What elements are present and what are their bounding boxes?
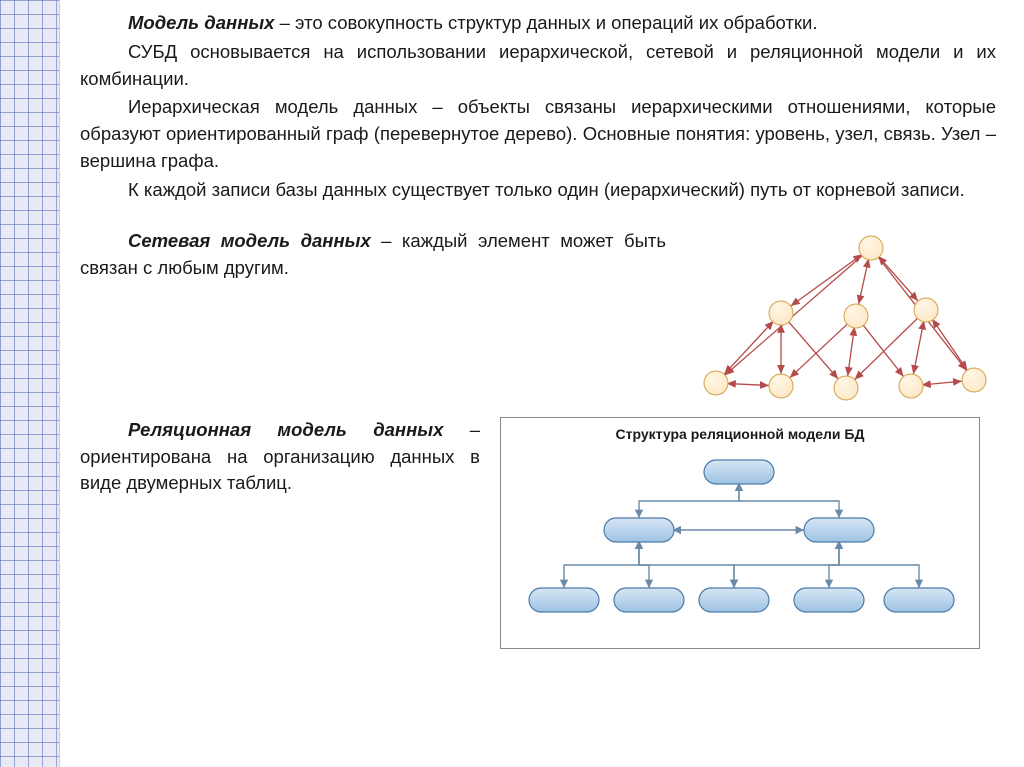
para-hier: Иерархическая модель данных – объекты св… (80, 94, 996, 174)
row-relational: Реляционная модель данных – ориентирован… (80, 417, 996, 649)
para-subd: СУБД основывается на использовании иерар… (80, 39, 996, 93)
relational-diagram: Структура реляционной модели БД (500, 417, 980, 649)
para-model: Модель данных – это совокупность структу… (80, 10, 996, 37)
row-network: Сетевая модель данных – каждый элемент м… (80, 228, 996, 403)
term-relational: Реляционная модель данных (128, 419, 443, 440)
para-network: Сетевая модель данных – каждый элемент м… (80, 228, 666, 284)
relational-diagram-title: Структура реляционной модели БД (509, 424, 971, 444)
slide-content: Модель данных – это совокупность структу… (60, 0, 1024, 767)
term-network: Сетевая модель данных (128, 230, 371, 251)
grid-sidebar (0, 0, 60, 767)
para-path: К каждой записи базы данных существует т… (80, 177, 996, 204)
relational-diagram-container: Структура реляционной модели БД (500, 417, 980, 649)
term-model: Модель данных (128, 12, 274, 33)
para-relational: Реляционная модель данных – ориентирован… (80, 417, 480, 499)
para-model-body: – это совокупность структур данных и опе… (274, 12, 817, 33)
network-diagram (686, 228, 996, 403)
